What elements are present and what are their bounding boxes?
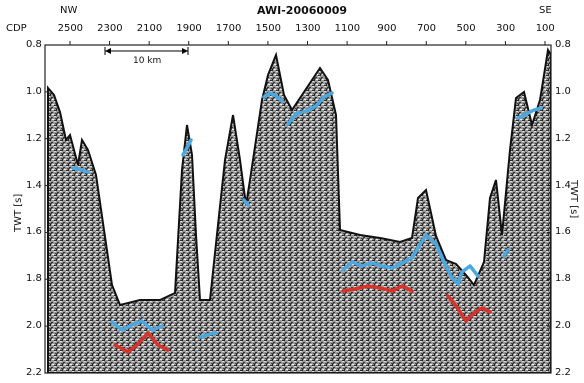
twt-tick-label-left: 1.0 [26,85,42,97]
cdp-axis-label: CDP [6,23,27,34]
twt-tick-label-left: 1.4 [26,179,42,191]
twt-tick-label-right: 0.8 [555,39,571,50]
twt-tick-label-left: 2.0 [26,320,42,332]
twt-tick-label-left: 1.8 [26,273,42,285]
cdp-tick-label: 1500 [255,23,281,34]
twt-tick-label-left: 1.2 [26,132,42,144]
profile-title: AWI-20060009 [257,4,348,17]
scale-bar [104,47,189,55]
cdp-tick-label: 2500 [57,23,84,34]
seismic-data [47,47,551,373]
nw-direction-label: NW [60,5,78,16]
twt-tick-label-left: 2.2 [26,367,42,378]
twt-tick-label-right: 2.0 [555,320,571,332]
se-direction-label: SE [539,5,552,16]
cdp-tick-label: 1100 [334,23,361,34]
twt-tick-label-right: 1.2 [555,132,571,144]
scale-bar-label: 10 km [133,56,162,66]
plot-frame [44,44,552,374]
cdp-tick-label: 300 [496,23,516,34]
cdp-tick-label: 2300 [97,23,123,34]
cdp-tick-label: 1300 [295,23,321,34]
cdp-tick-label: 100 [535,23,555,34]
twt-tick-label-right: 1.6 [555,226,571,238]
twt-tick-label-right: 1.8 [555,273,571,285]
twt-tick-label-left: 1.6 [26,226,42,238]
cdp-tick-label: 500 [456,23,476,34]
cdp-tick-label: 2100 [136,23,163,34]
twt-tick-label-right: 1.0 [555,85,571,97]
twt-tick-label-left: 0.8 [26,39,42,50]
cdp-tick-label: 700 [416,23,437,34]
seafloor-reflection-body [47,47,551,373]
red-horizon [113,284,492,354]
axis-tick-marks [45,41,551,374]
cdp-tick-label: 900 [377,23,397,34]
twt-tick-label-right: 1.4 [555,179,571,191]
twt-tick-label-right: 2.2 [555,367,571,378]
cdp-tick-label: 1700 [215,23,242,34]
cdp-tick-label: 1900 [176,23,202,34]
blue-horizon [71,91,543,339]
